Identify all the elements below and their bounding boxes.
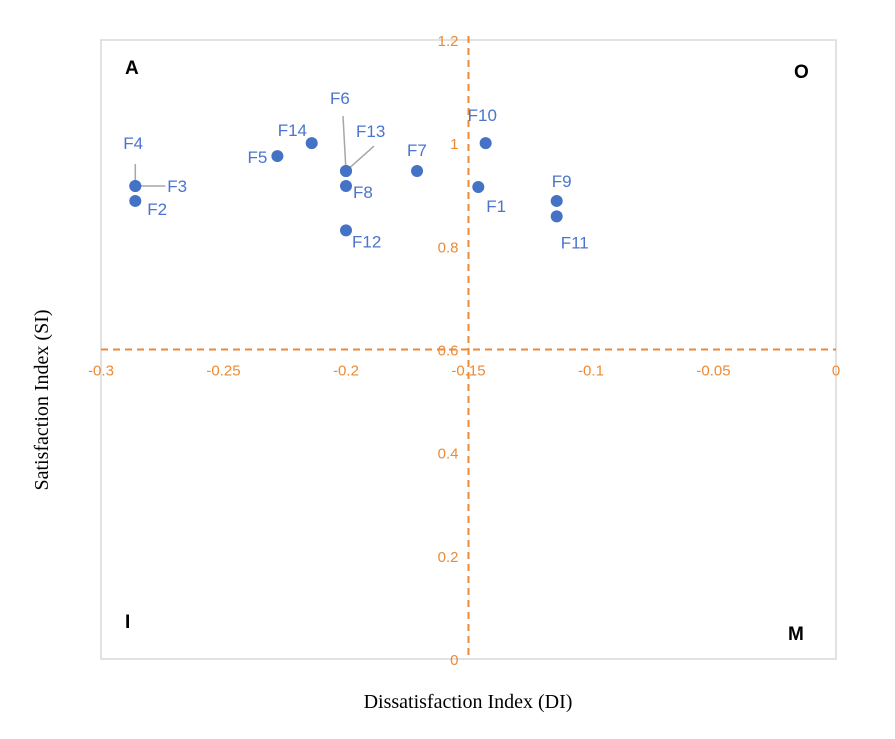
data-point-f13 (340, 165, 352, 178)
x-tick-label: 0 (832, 363, 840, 380)
point-label-f2: F2 (147, 200, 167, 219)
y-tick-label: 1 (450, 136, 458, 153)
point-label-f14: F14 (278, 121, 307, 140)
y-tick-label: 0.2 (438, 549, 459, 566)
x-axis-title: Dissatisfaction Index (DI) (364, 691, 573, 713)
point-label-f8: F8 (353, 183, 373, 202)
quadrant-label-m: M (788, 624, 804, 645)
x-tick-label: -0.15 (451, 363, 485, 380)
crosshair-lines (101, 36, 836, 659)
data-point-f1 (472, 181, 485, 194)
point-label-f7: F7 (407, 141, 427, 160)
point-label-f1: F1 (486, 197, 506, 216)
y-tick-label: 0.6 (438, 343, 459, 360)
y-tick-label: 0 (450, 652, 458, 669)
y-tick-label: 1.2 (438, 33, 459, 50)
point-label-f13: F13 (356, 122, 385, 141)
data-point-f8 (340, 179, 352, 192)
data-point-f2 (129, 194, 142, 207)
data-point-f14 (305, 137, 318, 150)
y-axis-title: Satisfaction Index (SI) (31, 309, 53, 490)
y-axis-ticks: 0 0.2 0.4 0.6 0.8 1 1.2 (438, 33, 459, 669)
point-label-f3: F3 (167, 177, 187, 196)
x-tick-label: -0.2 (333, 363, 359, 380)
y-tick-label: 0.8 (438, 239, 459, 256)
quadrant-label-o: O (794, 62, 809, 83)
data-point-f9 (550, 194, 563, 207)
point-label-f9: F9 (552, 172, 572, 191)
data-point-f4 (129, 179, 142, 192)
data-point-f7 (411, 165, 424, 178)
x-tick-label: -0.05 (696, 363, 730, 380)
quadrant-label-i: I (125, 612, 130, 633)
x-tick-label: -0.25 (206, 363, 240, 380)
x-tick-label: -0.3 (88, 363, 114, 380)
point-label-f6: F6 (330, 89, 350, 108)
point-label-f5: F5 (248, 148, 268, 167)
point-label-f10: F10 (468, 106, 497, 125)
x-tick-label: -0.1 (578, 363, 604, 380)
x-axis-ticks: -0.3 -0.25 -0.2 -0.15 -0.1 -0.05 0 (88, 363, 840, 380)
data-point-f12 (340, 224, 352, 237)
quadrant-label-a: A (125, 58, 139, 79)
leader-line-f6 (342, 115, 347, 172)
data-point-f5 (271, 150, 284, 163)
point-label-f12: F12 (352, 232, 381, 251)
data-point-f11 (550, 210, 563, 223)
data-point-f10 (479, 137, 492, 150)
data-points (129, 137, 563, 237)
point-label-f4: F4 (123, 134, 143, 153)
point-label-f11: F11 (561, 233, 589, 252)
y-tick-label: 0.4 (438, 446, 459, 463)
leader-line-f13 (345, 145, 375, 172)
